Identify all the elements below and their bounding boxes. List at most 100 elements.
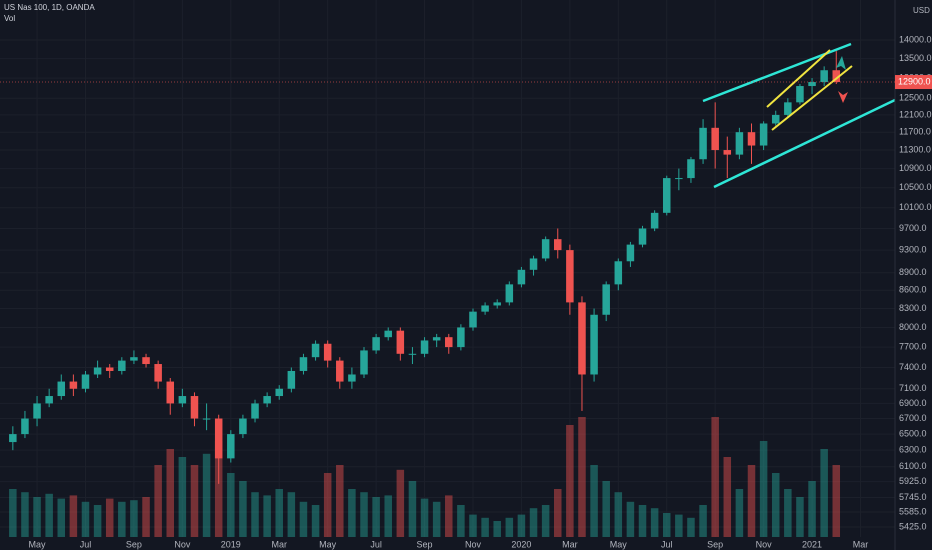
- axes: 5425.0 5585.0 5745.0 5925.0 6100.0 6300.0 6500…: [0, 34, 932, 549]
- last-price-tag: [895, 75, 932, 90]
- volume-bar: [747, 465, 756, 537]
- candle-body: [420, 340, 429, 354]
- candle-body: [808, 82, 816, 87]
- volume-bar: [9, 489, 17, 537]
- candle-body: [9, 434, 17, 443]
- volume-bar: [566, 425, 574, 537]
- y-tick-label: 5925.0: [899, 476, 927, 486]
- y-tick-label: 10900.0: [899, 163, 932, 173]
- candle-body: [227, 434, 235, 459]
- volume-bar: [541, 505, 550, 537]
- candle-body: [202, 418, 211, 420]
- candle-body: [287, 370, 296, 389]
- x-tick-label: May: [610, 539, 628, 549]
- volume-bar: [735, 489, 744, 537]
- y-tick-label: 8000.0: [899, 322, 927, 332]
- candle-body: [178, 396, 187, 404]
- candle-body: [45, 396, 53, 404]
- x-tick-label: 2021: [802, 539, 822, 549]
- volume-bar: [759, 441, 768, 537]
- candle-body: [299, 357, 308, 371]
- y-tick-label: 11700.0: [899, 127, 931, 137]
- candle-body: [517, 269, 526, 285]
- volume-bar: [21, 492, 29, 537]
- y-tick-label: 5425.0: [899, 521, 927, 531]
- candle-body: [614, 261, 623, 285]
- y-tick-label: 8600.0: [899, 285, 927, 295]
- volume-bar: [45, 493, 53, 537]
- volume-bar: [166, 449, 175, 537]
- x-tick-label: Mar: [562, 539, 578, 549]
- volume-bar: [287, 492, 296, 537]
- y-tick-label: 6900.0: [899, 398, 927, 408]
- candle-body: [154, 364, 162, 382]
- candle-body: [578, 302, 586, 375]
- volume-bar: [336, 465, 344, 537]
- volume-bar: [517, 514, 526, 537]
- candle-body: [784, 102, 792, 115]
- volume-bar: [190, 465, 199, 537]
- candle-body: [554, 239, 562, 251]
- volume-bar: [311, 505, 320, 537]
- candle-body: [348, 374, 356, 382]
- volume-bar: [771, 473, 780, 537]
- y-tick-label: 5585.0: [899, 506, 927, 516]
- volume-bar: [481, 517, 489, 537]
- candle-body: [759, 123, 768, 146]
- candle-body: [408, 353, 417, 355]
- candle-body: [118, 360, 126, 371]
- y-tick-label: 10100.0: [899, 202, 932, 212]
- volume-bar: [445, 495, 453, 537]
- y-tick-label: 5745.0: [899, 492, 927, 502]
- volume-bar: [432, 501, 441, 537]
- volume-bar: [118, 501, 126, 537]
- candle-body: [142, 357, 150, 365]
- y-tick-label: 11300.0: [899, 144, 931, 154]
- candle-body: [723, 150, 732, 155]
- candle-body: [820, 70, 828, 83]
- candle-body: [638, 228, 647, 245]
- candle-body: [747, 132, 756, 146]
- volume-bar: [251, 492, 259, 537]
- volume-bar: [384, 495, 392, 537]
- candle-body: [33, 403, 41, 419]
- volume-bar: [602, 481, 610, 537]
- volume-bar: [638, 505, 647, 537]
- y-tick-label: 7100.0: [899, 383, 927, 393]
- volume-bar: [323, 473, 332, 537]
- candle-body: [251, 403, 259, 419]
- volume-bar: [142, 497, 150, 537]
- x-tick-label: Sep: [707, 539, 723, 549]
- y-tick-label: 12100.0: [899, 109, 932, 119]
- volume-bar: [408, 481, 417, 537]
- y-tick-label: 6300.0: [899, 445, 927, 455]
- candle-body: [190, 396, 199, 419]
- volume-bar: [227, 473, 235, 537]
- volume-bar: [662, 513, 671, 537]
- candle-body: [469, 311, 477, 328]
- volume-bar: [360, 492, 368, 537]
- volume-layer: [9, 417, 841, 537]
- volume-bar: [493, 521, 501, 537]
- y-tick-label: 7700.0: [899, 341, 927, 351]
- candle-body: [372, 337, 380, 351]
- candle-body: [493, 302, 501, 306]
- candle-body: [396, 330, 405, 354]
- y-tick-label: 6500.0: [899, 428, 927, 438]
- candle-body: [21, 418, 29, 435]
- candle-body: [832, 70, 841, 83]
- candle-body: [662, 178, 671, 213]
- x-tick-label: Sep: [126, 539, 142, 549]
- candle-body: [130, 357, 138, 361]
- volume-bar: [348, 489, 356, 537]
- y-tick-label: 7400.0: [899, 362, 927, 372]
- volume-bar: [808, 481, 816, 537]
- volume-bar: [178, 457, 187, 537]
- candle-body: [650, 212, 659, 229]
- volume-bar: [529, 508, 538, 537]
- x-tick-label: Sep: [417, 539, 433, 549]
- candle-body: [735, 132, 744, 155]
- x-tick-label: Jul: [370, 539, 382, 549]
- grid: [0, 0, 895, 537]
- candle-body: [711, 127, 719, 151]
